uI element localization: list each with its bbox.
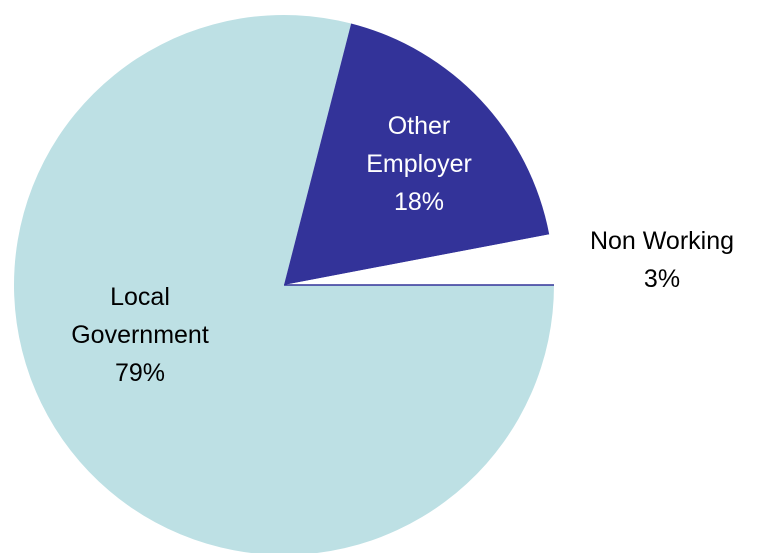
slice-label-local-government: Local Government 79% [71,283,209,387]
slice-label-line: Local [110,283,170,311]
slice-label-line: Government [71,321,209,349]
pie-labels: Local Government 79% Other Employer 18% Non Wo… [71,112,734,387]
pie-slice-local-government [14,15,554,553]
slice-label-line: Employer [366,150,472,178]
slice-label-line: Non Working [590,227,734,255]
slice-label-line: 18% [394,188,444,216]
pie-slice-other-employer [284,23,550,286]
slice-label-non-working: Non Working 3% [590,227,734,293]
pie-slices [14,15,554,553]
pie-slice-non-working [284,234,554,285]
slice-label-line: 3% [644,265,680,293]
slice-label-line: 79% [115,359,165,387]
slice-label-line: Other [388,112,451,140]
slice-label-other-employer: Other Employer 18% [366,112,472,216]
